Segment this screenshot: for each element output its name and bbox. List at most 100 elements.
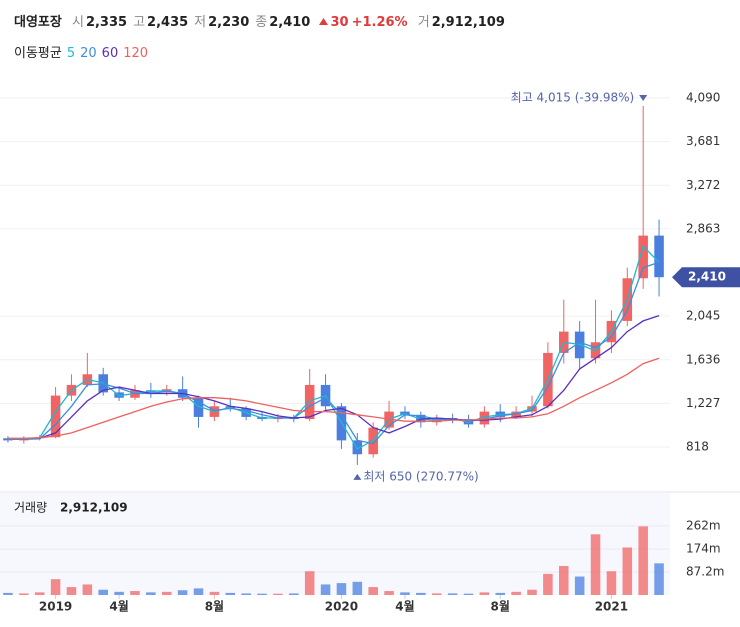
y-tick-label: 174m [686,542,721,556]
volume-bar [416,592,426,595]
ma-line [7,357,660,439]
up-icon [318,18,328,25]
volume-bar [34,592,45,595]
volume-bar [273,593,283,595]
volume-bar [225,592,236,595]
volume-bar [257,593,267,595]
quote-label: 고 [133,15,146,30]
x-tick-label: 8월 [205,599,224,614]
volume-bar [606,571,617,595]
legend-entry: 20 [80,46,97,61]
change: 30 [330,15,349,30]
volume-bar [368,587,378,595]
volume-bar [654,563,664,595]
volume-bar [384,591,394,595]
volume-bar [511,591,521,595]
y-tick-label: 87.2m [686,564,724,578]
volume-bar [130,591,140,595]
max-annotation: 최고 4,015 (-39.98%) [511,91,635,105]
volume-bar [527,589,537,595]
volume-panel [0,493,670,595]
volume-bar [336,583,347,595]
volume-label: 거 [417,15,430,30]
x-tick-label: 2020 [325,600,358,614]
quote-value: 2,335 [85,15,128,30]
volume-bar [431,593,442,595]
volume-bar [543,573,553,595]
volume-bar [400,592,410,595]
x-tick-label: 4월 [395,599,414,614]
x-tick-label: 2021 [595,600,628,614]
x-tick-label: 4월 [109,599,128,614]
ma-title: 이동평균 [14,46,62,61]
quote-label: 시 [71,15,84,30]
candle-body [352,440,363,455]
volume-bar [352,581,363,595]
volume-bar [622,547,633,595]
volume-title: 거래량 [14,501,47,515]
volume-bar [50,579,61,595]
volume-bar [463,593,474,595]
quote-header: 대영포장 시 2,335 고 2,435 저 2,230 종 2,410 30 +1.26% 거… [14,11,505,30]
volume-bar [320,584,331,595]
volume-bar [193,588,204,595]
volume: 2,912,109 [431,15,505,30]
candle-body [50,395,61,438]
quote-value: 2,410 [269,15,311,30]
x-tick-label: 2019 [39,600,72,614]
y-tick-label: 3,272 [686,178,720,192]
min-annotation: 최저 650 (270.77%) [363,469,478,483]
volume-value: 2,912,109 [60,501,128,515]
ma-line [39,314,660,439]
volume-bar [161,591,172,595]
candle-body [304,384,315,420]
candle-body [654,235,664,278]
volume-bar [66,587,77,595]
ma-line [7,245,660,450]
volume-bar [289,593,299,595]
volume-bar [114,591,124,595]
volume-bar [3,592,13,595]
volume-bar [479,592,490,595]
y-tick-label: 262m [686,518,721,532]
legend-entry: 5 [66,46,76,61]
volume-bar [209,591,220,595]
price-tag [672,267,740,288]
stock-name: 대영포장 [14,15,62,30]
volume-bar [146,592,156,595]
volume-bar [447,593,458,595]
price-tag-label: 2,410 [688,270,726,284]
change-pct: +1.26% [351,15,408,30]
ma-line [7,261,660,445]
y-tick-label: 2,863 [686,221,720,235]
quote-value: 2,435 [147,15,189,30]
max-marker [639,95,648,101]
volume-bar [574,576,585,595]
candle-body [479,411,490,425]
y-tick-label: 818 [686,440,709,454]
volume-bar [19,593,29,595]
ma-legend: 이동평균 5 20 60 120 [14,42,148,61]
volume-bar [638,526,648,595]
candle-body [638,235,648,279]
y-tick-label: 3,681 [686,134,720,148]
volume-bar [559,565,569,595]
y-tick-label: 1,227 [686,396,720,410]
volume-bar [98,589,108,595]
candle-body [193,397,204,417]
quote-label: 저 [194,15,207,30]
volume-bar [590,534,601,595]
x-tick-label: 8월 [491,599,510,614]
legend-entry: 60 [101,46,119,61]
y-tick-label: 1,636 [686,352,720,366]
volume-bar [495,592,506,595]
legend-entry: 120 [123,46,149,61]
y-tick-label: 2,045 [686,309,720,323]
volume-bar [304,571,315,595]
min-marker [353,473,362,480]
volume-bar [82,584,93,595]
volume-bar [177,590,188,595]
quote-value: 2,230 [208,15,250,30]
